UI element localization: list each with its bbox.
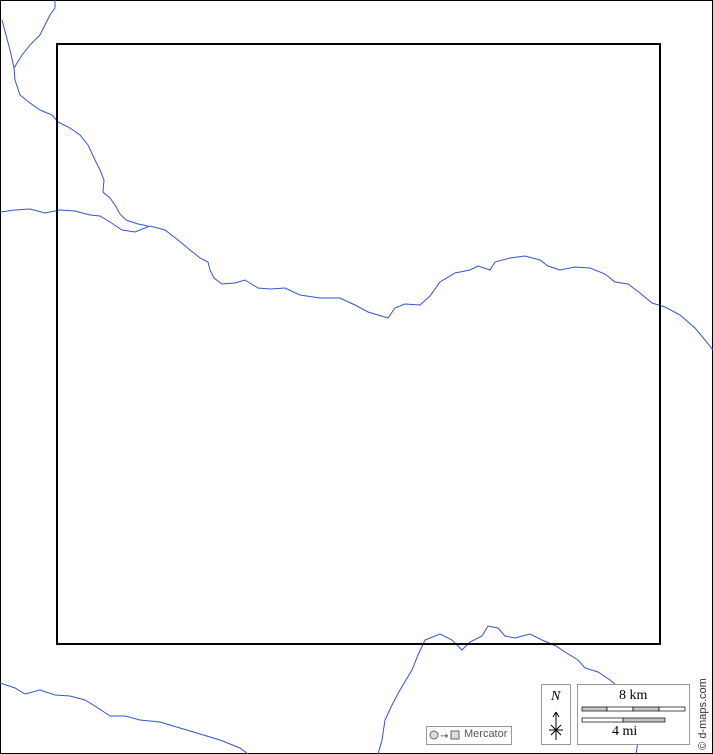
- scale-mi-label: 4 mi: [612, 724, 638, 739]
- arrow-icon: →: [440, 731, 448, 742]
- scale-bar-km: [581, 706, 686, 712]
- map-square-icon: [450, 730, 460, 740]
- river: [0, 208, 713, 351]
- scale-bar-box: [577, 684, 690, 745]
- river: [377, 625, 641, 754]
- credit-label: © d-maps.com: [697, 678, 709, 750]
- projection-label: Mercator: [464, 728, 508, 740]
- globe-icon: [429, 730, 439, 740]
- river: [1, 19, 15, 69]
- map-frame: [56, 43, 661, 645]
- projection-legend: [426, 726, 512, 745]
- scale-km-label: 8 km: [619, 688, 648, 703]
- north-arrow-icon: [549, 711, 563, 740]
- scale-bar-mi: [581, 717, 666, 723]
- north-label: N: [551, 689, 561, 704]
- river: [0, 682, 249, 754]
